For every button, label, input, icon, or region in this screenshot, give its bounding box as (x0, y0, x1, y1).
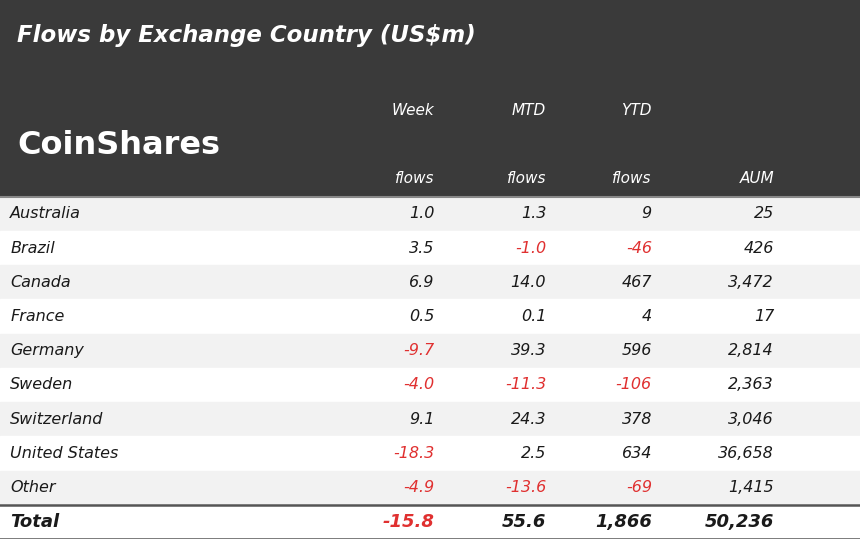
Text: 1,866: 1,866 (595, 513, 652, 531)
Text: 55.6: 55.6 (501, 513, 546, 531)
Text: 4: 4 (642, 309, 652, 324)
Text: 378: 378 (622, 412, 652, 427)
Text: 25: 25 (753, 206, 774, 222)
Bar (0, 299, 860, 334)
Bar (0, 505, 860, 539)
Text: 36,658: 36,658 (718, 446, 774, 461)
Text: 24.3: 24.3 (511, 412, 546, 427)
Text: MTD: MTD (512, 103, 546, 118)
Text: 634: 634 (622, 446, 652, 461)
Bar (0, 197, 860, 231)
Text: flows: flows (395, 171, 434, 186)
Text: Brazil: Brazil (10, 240, 55, 255)
Text: 9: 9 (642, 206, 652, 222)
Text: Sweden: Sweden (10, 377, 74, 392)
Text: 0.5: 0.5 (408, 309, 434, 324)
Text: 2,363: 2,363 (728, 377, 774, 392)
Text: 0.1: 0.1 (520, 309, 546, 324)
Text: Total: Total (10, 513, 59, 531)
Text: 50,236: 50,236 (704, 513, 774, 531)
Text: -18.3: -18.3 (393, 446, 434, 461)
Text: Flows by Exchange Country (US$m): Flows by Exchange Country (US$m) (17, 24, 476, 47)
Bar (0, 334, 860, 368)
Text: Other: Other (10, 480, 56, 495)
Text: -15.8: -15.8 (383, 513, 434, 531)
Text: -106: -106 (616, 377, 652, 392)
Text: CoinShares: CoinShares (17, 130, 220, 161)
Text: Australia: Australia (10, 206, 81, 222)
Text: 3.5: 3.5 (408, 240, 434, 255)
Text: Germany: Germany (10, 343, 84, 358)
Bar (0, 368, 860, 402)
Text: flows: flows (612, 171, 652, 186)
Text: 3,472: 3,472 (728, 275, 774, 290)
Text: 426: 426 (744, 240, 774, 255)
Bar (0, 0, 860, 197)
Text: United States: United States (10, 446, 119, 461)
Text: -4.0: -4.0 (403, 377, 434, 392)
Text: Switzerland: Switzerland (10, 412, 104, 427)
Text: 6.9: 6.9 (408, 275, 434, 290)
Text: YTD: YTD (622, 103, 652, 118)
Text: -1.0: -1.0 (515, 240, 546, 255)
Bar (0, 471, 860, 505)
Bar (0, 402, 860, 437)
Bar (0, 231, 860, 265)
Bar (0, 265, 860, 300)
Text: 14.0: 14.0 (511, 275, 546, 290)
Text: -69: -69 (626, 480, 652, 495)
Text: -46: -46 (626, 240, 652, 255)
Text: 39.3: 39.3 (511, 343, 546, 358)
Text: 1,415: 1,415 (728, 480, 774, 495)
Text: 17: 17 (753, 309, 774, 324)
Text: flows: flows (507, 171, 546, 186)
Text: 9.1: 9.1 (408, 412, 434, 427)
Text: Canada: Canada (10, 275, 71, 290)
Text: -11.3: -11.3 (505, 377, 546, 392)
Text: -4.9: -4.9 (403, 480, 434, 495)
Text: France: France (10, 309, 64, 324)
Bar (0, 197, 860, 539)
Text: AUM: AUM (740, 171, 774, 186)
Text: 1.3: 1.3 (520, 206, 546, 222)
Text: Week: Week (391, 103, 434, 118)
Text: 2.5: 2.5 (520, 446, 546, 461)
Text: 467: 467 (622, 275, 652, 290)
Bar (0, 437, 860, 471)
Text: 2,814: 2,814 (728, 343, 774, 358)
Text: -13.6: -13.6 (505, 480, 546, 495)
Text: -9.7: -9.7 (403, 343, 434, 358)
Text: 3,046: 3,046 (728, 412, 774, 427)
Text: 1.0: 1.0 (408, 206, 434, 222)
Text: 596: 596 (622, 343, 652, 358)
